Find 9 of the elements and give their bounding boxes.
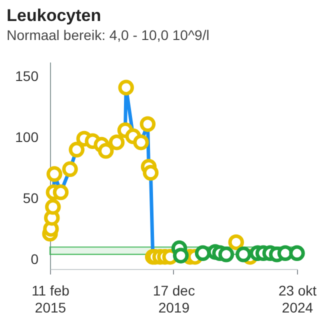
y-tick-label: 150 [15, 68, 39, 84]
x-tick-label: 23 okt 2024 [278, 282, 317, 316]
x-tick-label: 11 feb 2015 [32, 282, 70, 316]
y-tick-label: 100 [15, 128, 39, 145]
y-tick-label: 0 [30, 250, 39, 267]
chart-subtitle: Normaal bereik: 4,0 - 10,0 10^9/l [6, 27, 210, 43]
y-tick-label: 50 [22, 190, 39, 206]
chart-title: Leukocyten [6, 6, 102, 25]
x-tick-label: 17 dec 2019 [152, 282, 195, 316]
